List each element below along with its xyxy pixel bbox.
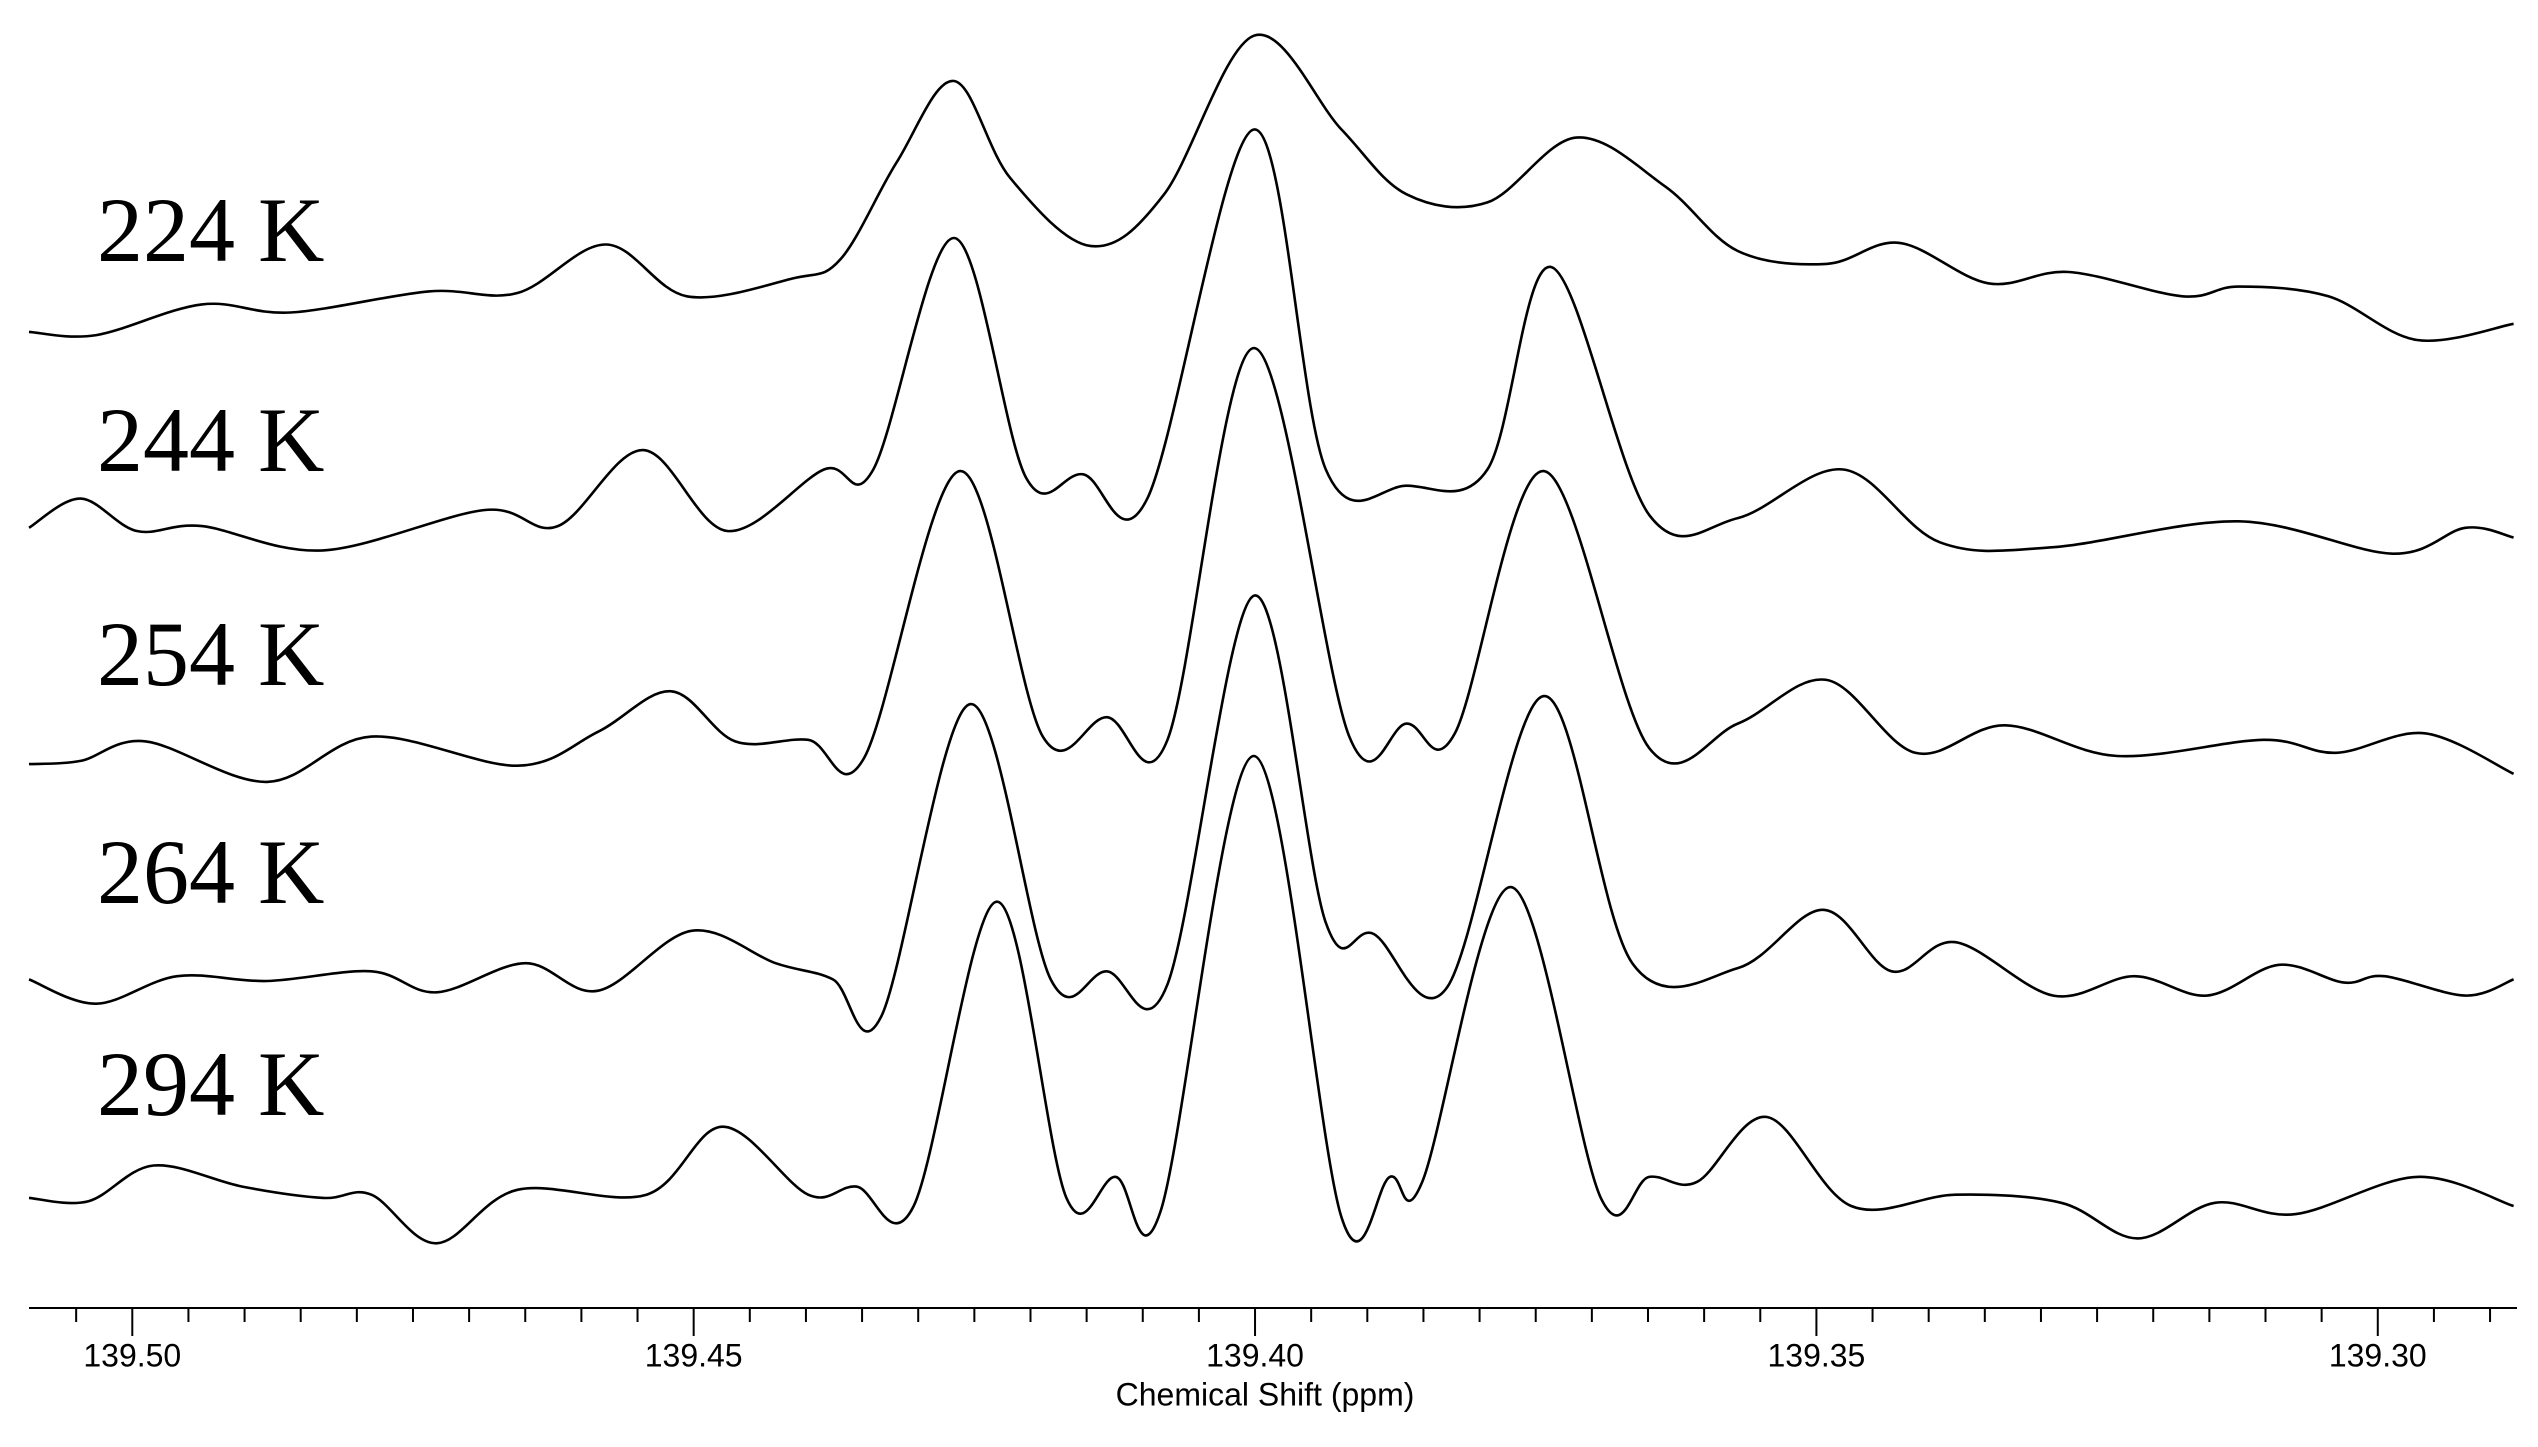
x-tick-label: 139.50 <box>83 1337 181 1373</box>
x-tick-label: 139.30 <box>2329 1337 2427 1373</box>
series-label: 244 K <box>97 389 324 491</box>
series-label: 294 K <box>97 1033 324 1135</box>
x-tick-label: 139.35 <box>1767 1337 1865 1373</box>
spectrum-line <box>28 346 2515 784</box>
spectrum-line <box>28 33 2514 343</box>
x-tick-label: 139.45 <box>645 1337 743 1373</box>
spectrum-line <box>28 594 2515 1033</box>
x-axis-title: Chemical Shift (ppm) <box>1116 1376 1415 1412</box>
series-label: 264 K <box>97 821 324 923</box>
spectrum-line <box>28 754 2514 1245</box>
series-label: 254 K <box>97 603 324 705</box>
series-label: 224 K <box>97 179 324 281</box>
x-tick-label: 139.40 <box>1206 1337 1304 1373</box>
spectrum-line <box>28 128 2514 556</box>
